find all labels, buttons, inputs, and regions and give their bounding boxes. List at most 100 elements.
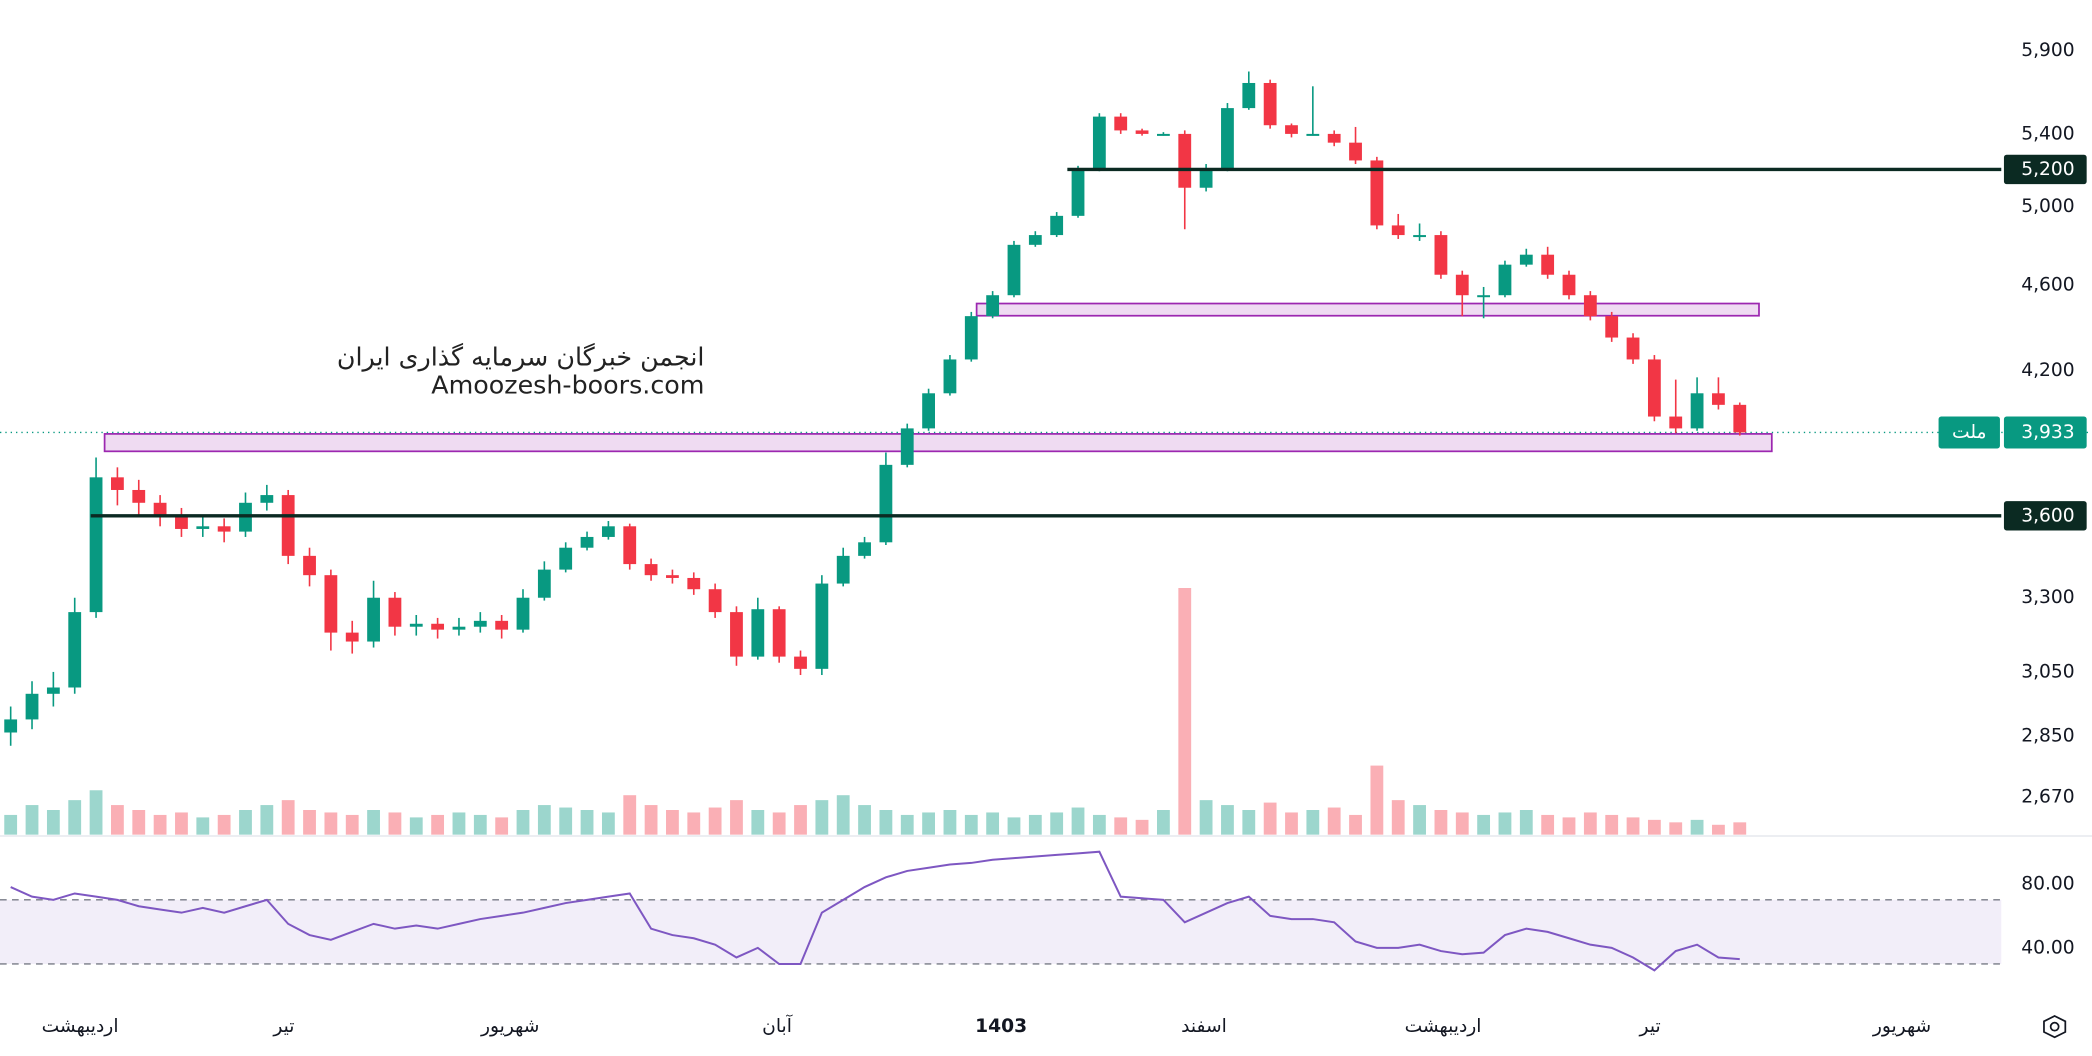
volume-bar (281, 800, 295, 835)
x-tick-label: اردیبهشت (1405, 1016, 1482, 1037)
candle-body (751, 609, 765, 657)
candle-body (1349, 142, 1362, 161)
y-tick-label: 4,600 (2021, 274, 2074, 295)
volume-bar (730, 800, 743, 835)
settings-icon[interactable] (2043, 1015, 2067, 1039)
volume-bar (1221, 805, 1234, 835)
volume-bar (1733, 822, 1747, 835)
candle-body (1135, 130, 1149, 134)
candle-body (815, 583, 829, 669)
price-label: 3,933 (2021, 422, 2074, 443)
candle-body (281, 495, 295, 556)
volume-bar (1114, 817, 1128, 835)
volume-bar (431, 814, 445, 835)
volume-bar (1242, 810, 1256, 835)
candle-body (89, 477, 103, 613)
volume-bar (751, 810, 765, 835)
settings-dot[interactable] (2049, 1021, 2060, 1032)
volume-bar (1626, 817, 1640, 835)
candle-body (537, 569, 551, 598)
volume-bar (1434, 810, 1448, 835)
candle-body (132, 489, 146, 503)
volume-bar (1135, 819, 1149, 835)
volume-bar (1327, 807, 1341, 835)
candle-body (1605, 316, 1619, 338)
candle-body (623, 526, 637, 565)
candle-body (1498, 264, 1512, 296)
candle-body (772, 609, 786, 657)
candle-body (1221, 108, 1234, 170)
candle-body (260, 495, 274, 503)
y-tick-label: 5,900 (2021, 40, 2074, 61)
candle-body (111, 477, 124, 490)
volume-bar (367, 810, 380, 835)
candle-body (580, 536, 594, 548)
volume-bar (964, 814, 978, 835)
candle-body (1092, 116, 1106, 170)
candle-body (4, 719, 18, 733)
volume-bar (922, 812, 935, 835)
volume-bar (260, 805, 274, 835)
volume-bar (772, 812, 786, 835)
candle-body (1519, 254, 1533, 265)
candle-body (1733, 404, 1747, 433)
volume-bar (1263, 802, 1277, 835)
candle-body (1327, 133, 1341, 143)
candle-body (1626, 337, 1640, 360)
level-badge (2003, 154, 2087, 185)
candle-body (217, 526, 231, 532)
candle-body (153, 502, 167, 516)
volume-bar (986, 812, 1000, 835)
candle-body (601, 526, 615, 537)
candle-body (1541, 254, 1555, 275)
candle-body (1028, 235, 1042, 245)
x-tick-label: آبان (762, 1014, 793, 1037)
candle-body (943, 359, 957, 394)
candle-body (1263, 82, 1277, 126)
candle-body (1413, 235, 1426, 238)
x-tick-label: شهریور (1872, 1016, 1931, 1037)
candle-body (1071, 169, 1085, 216)
volume-bar (559, 807, 573, 835)
volume-bar (175, 812, 188, 835)
volume-bar (1455, 812, 1469, 835)
symbol-badge (1938, 416, 2000, 449)
volume-bar (537, 805, 551, 835)
volume-bar (1157, 810, 1170, 835)
candle-body (964, 316, 978, 360)
candle-body (1157, 133, 1170, 136)
volume-bar (495, 817, 509, 835)
candle-body (409, 623, 423, 627)
volume-bar (25, 805, 39, 835)
symbol-label: ملت (1952, 422, 1987, 443)
volume-bar (196, 817, 210, 835)
volume-bar (345, 814, 359, 835)
volume-bar (1519, 810, 1533, 835)
candle-body (1391, 225, 1405, 236)
x-tick-label: شهریور (480, 1016, 539, 1037)
volume-bar (794, 805, 807, 835)
volume-bar (89, 790, 103, 835)
volume-bar (1669, 822, 1683, 835)
candle-body (666, 575, 679, 578)
y-tick-label: 5,400 (2021, 123, 2074, 144)
volume-bar (1605, 814, 1619, 835)
volume-bar (644, 805, 658, 835)
volume-bar (900, 814, 914, 835)
rsi-tick-label: 40.00 (2021, 937, 2074, 958)
candle-body (388, 597, 402, 627)
y-tick-label: 4,200 (2021, 360, 2074, 381)
price-badge (2003, 416, 2087, 449)
candle-body (1669, 416, 1683, 429)
candle-body (175, 515, 188, 529)
settings-hex[interactable] (2043, 1015, 2067, 1039)
volume-bar (4, 814, 18, 835)
candle-body (1370, 160, 1384, 226)
volume-bar (666, 810, 679, 835)
volume-bar (1092, 814, 1106, 835)
candle-body (794, 656, 807, 669)
candle-body (196, 526, 210, 529)
volume-bar (1178, 588, 1192, 835)
